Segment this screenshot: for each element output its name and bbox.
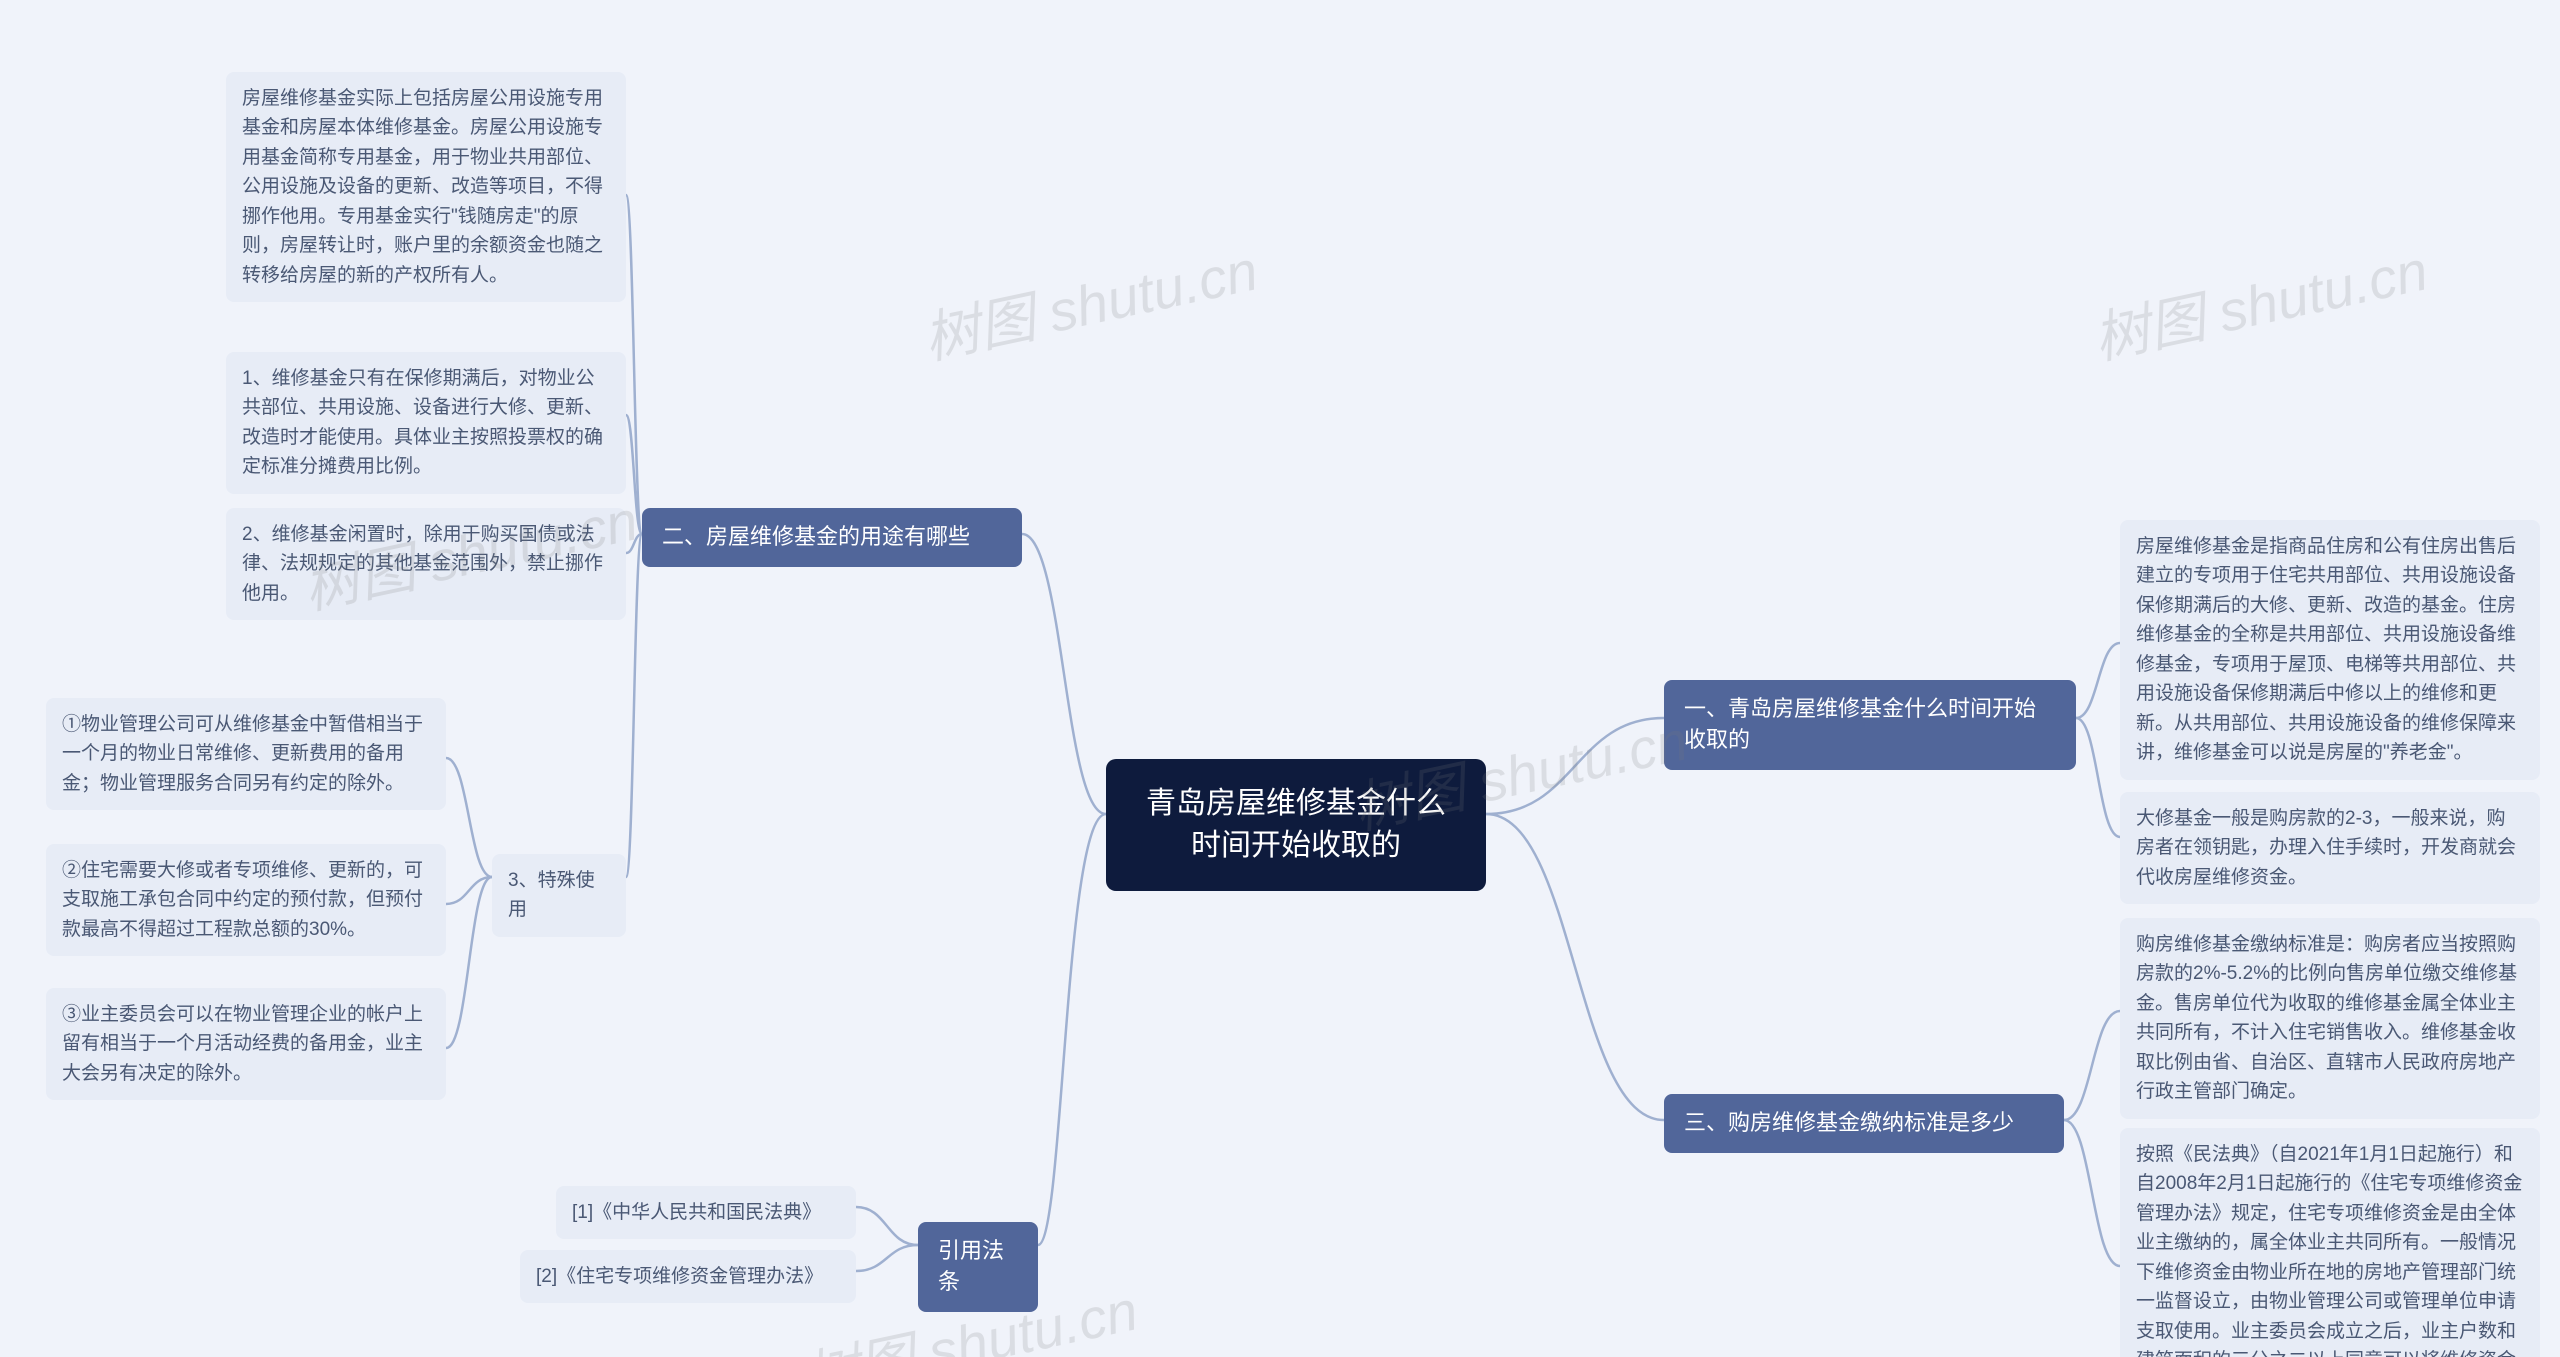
branch-l2-label: 二、房屋维修基金的用途有哪些 — [662, 524, 970, 549]
leaf-l2a-text: 房屋维修基金实际上包括房屋公用设施专用基金和房屋本体维修基金。房屋公用设施专用基… — [242, 88, 603, 286]
mindmap-canvas: 青岛房屋维修基金什么时间开始收取的 一、青岛房屋维修基金什么时间开始收取的 房屋… — [0, 0, 2560, 1357]
branch-r1-label: 一、青岛房屋维修基金什么时间开始收取的 — [1684, 696, 2036, 752]
branch-r3[interactable]: 三、购房维修基金缴纳标准是多少 — [1664, 1094, 2064, 1153]
leaf-l2a[interactable]: 房屋维修基金实际上包括房屋公用设施专用基金和房屋本体维修基金。房屋公用设施专用基… — [226, 72, 626, 302]
leaf-l2c[interactable]: 2、维修基金闲置时，除用于购买国债或法律、法规规定的其他基金范围外，禁止挪作他用… — [226, 508, 626, 620]
leaf-r1a-text: 房屋维修基金是指商品住房和公有住房出售后建立的专项用于住宅共用部位、共用设施设备… — [2136, 536, 2516, 763]
branch-l4-label: 引用法条 — [938, 1238, 1004, 1294]
leaf-r1b[interactable]: 大修基金一般是购房款的2-3，一般来说，购房者在领钥匙，办理入住手续时，开发商就… — [2120, 792, 2540, 904]
leaf-r3a-text: 购房维修基金缴纳标准是：购房者应当按照购房款的2%-5.2%的比例向售房单位缴交… — [2136, 934, 2517, 1102]
leaf-l4b-text: [2]《住宅专项维修资金管理办法》 — [536, 1266, 823, 1287]
watermark: 树图 shutu.cn — [915, 226, 1264, 376]
leaf-l2b-text: 1、维修基金只有在保修期满后，对物业公共部位、共用设施、设备进行大修、更新、改造… — [242, 368, 603, 477]
leaf-r3b[interactable]: 按照《民法典》（自2021年1月1日起施行）和自2008年2月1日起施行的《住宅… — [2120, 1128, 2540, 1357]
leaf-l4a-text: [1]《中华人民共和国民法典》 — [572, 1202, 821, 1223]
leaf-l2d1-text: ①物业管理公司可从维修基金中暂借相当于一个月的物业日常维修、更新费用的备用金；物… — [62, 714, 423, 794]
root-node[interactable]: 青岛房屋维修基金什么时间开始收取的 — [1106, 759, 1486, 891]
branch-l2[interactable]: 二、房屋维修基金的用途有哪些 — [642, 508, 1022, 567]
leaf-l2d-text: 3、特殊使用 — [508, 870, 595, 920]
leaf-l2d2-text: ②住宅需要大修或者专项维修、更新的，可支取施工承包合同中约定的预付款，但预付款最… — [62, 860, 423, 940]
leaf-l2d1[interactable]: ①物业管理公司可从维修基金中暂借相当于一个月的物业日常维修、更新费用的备用金；物… — [46, 698, 446, 810]
leaf-r1b-text: 大修基金一般是购房款的2-3，一般来说，购房者在领钥匙，办理入住手续时，开发商就… — [2136, 808, 2516, 888]
leaf-r1a[interactable]: 房屋维修基金是指商品住房和公有住房出售后建立的专项用于住宅共用部位、共用设施设备… — [2120, 520, 2540, 780]
leaf-r3a[interactable]: 购房维修基金缴纳标准是：购房者应当按照购房款的2%-5.2%的比例向售房单位缴交… — [2120, 918, 2540, 1119]
root-label: 青岛房屋维修基金什么时间开始收取的 — [1146, 787, 1446, 862]
leaf-l2d2[interactable]: ②住宅需要大修或者专项维修、更新的，可支取施工承包合同中约定的预付款，但预付款最… — [46, 844, 446, 956]
leaf-l2d3-text: ③业主委员会可以在物业管理企业的帐户上留有相当于一个月活动经费的备用金，业主大会… — [62, 1004, 423, 1084]
leaf-r3b-text: 按照《民法典》（自2021年1月1日起施行）和自2008年2月1日起施行的《住宅… — [2136, 1144, 2522, 1357]
branch-r3-label: 三、购房维修基金缴纳标准是多少 — [1684, 1110, 2014, 1135]
leaf-l2d3[interactable]: ③业主委员会可以在物业管理企业的帐户上留有相当于一个月活动经费的备用金，业主大会… — [46, 988, 446, 1100]
leaf-l2c-text: 2、维修基金闲置时，除用于购买国债或法律、法规规定的其他基金范围外，禁止挪作他用… — [242, 524, 603, 604]
leaf-l2b[interactable]: 1、维修基金只有在保修期满后，对物业公共部位、共用设施、设备进行大修、更新、改造… — [226, 352, 626, 494]
branch-r1[interactable]: 一、青岛房屋维修基金什么时间开始收取的 — [1664, 680, 2076, 770]
leaf-l4a[interactable]: [1]《中华人民共和国民法典》 — [556, 1186, 856, 1239]
watermark: 树图 shutu.cn — [2085, 226, 2434, 376]
leaf-l2d[interactable]: 3、特殊使用 — [492, 854, 626, 937]
leaf-l4b[interactable]: [2]《住宅专项维修资金管理办法》 — [520, 1250, 856, 1303]
branch-l4[interactable]: 引用法条 — [918, 1222, 1038, 1312]
